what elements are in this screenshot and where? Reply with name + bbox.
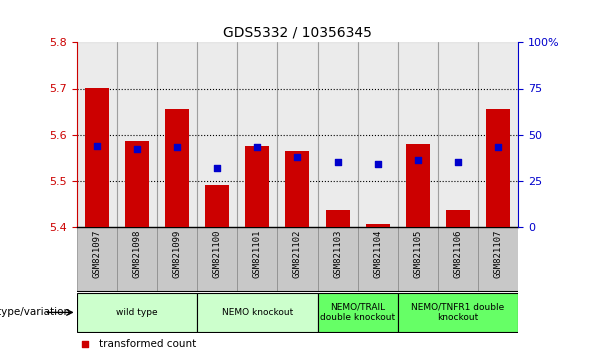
Text: GSM821104: GSM821104 bbox=[373, 230, 382, 278]
Bar bbox=[205, 185, 229, 227]
Text: GSM821106: GSM821106 bbox=[454, 230, 462, 278]
Bar bbox=[245, 146, 269, 227]
Point bbox=[373, 161, 382, 167]
Bar bbox=[398, 227, 438, 292]
Bar bbox=[157, 42, 197, 227]
Bar bbox=[317, 42, 358, 227]
Text: NEMO/TRAIL
double knockout: NEMO/TRAIL double knockout bbox=[320, 303, 395, 322]
Bar bbox=[197, 42, 237, 227]
Bar bbox=[317, 293, 398, 332]
Bar bbox=[117, 42, 157, 227]
Bar bbox=[237, 227, 277, 292]
Text: GSM821107: GSM821107 bbox=[494, 230, 503, 278]
Bar bbox=[165, 109, 189, 227]
Point bbox=[172, 144, 181, 150]
Bar bbox=[277, 227, 317, 292]
Point bbox=[132, 147, 141, 152]
Text: wild type: wild type bbox=[116, 308, 158, 317]
Bar bbox=[77, 42, 117, 227]
Bar bbox=[157, 227, 197, 292]
Bar bbox=[197, 293, 317, 332]
Bar bbox=[117, 227, 157, 292]
Point bbox=[81, 341, 90, 347]
Text: GSM821101: GSM821101 bbox=[253, 230, 262, 278]
Text: GSM821098: GSM821098 bbox=[133, 230, 141, 278]
Bar bbox=[478, 42, 518, 227]
Text: GSM821103: GSM821103 bbox=[333, 230, 342, 278]
Point bbox=[92, 143, 101, 148]
Text: genotype/variation: genotype/variation bbox=[0, 307, 71, 318]
Text: GSM821105: GSM821105 bbox=[413, 230, 422, 278]
Text: transformed count: transformed count bbox=[99, 339, 196, 349]
Bar bbox=[446, 211, 470, 227]
Bar bbox=[398, 42, 438, 227]
Bar bbox=[358, 42, 398, 227]
Bar bbox=[486, 109, 510, 227]
Point bbox=[454, 159, 463, 165]
Text: GSM821100: GSM821100 bbox=[213, 230, 221, 278]
Bar bbox=[358, 227, 398, 292]
Bar bbox=[366, 224, 390, 227]
Bar bbox=[277, 42, 317, 227]
Text: GSM821097: GSM821097 bbox=[92, 230, 101, 278]
Bar bbox=[478, 227, 518, 292]
Bar bbox=[438, 42, 478, 227]
Bar bbox=[317, 227, 358, 292]
Bar bbox=[85, 88, 109, 227]
Bar bbox=[438, 227, 478, 292]
Bar bbox=[286, 150, 309, 227]
Point bbox=[253, 144, 262, 150]
Bar bbox=[406, 144, 430, 227]
Bar bbox=[237, 42, 277, 227]
Bar bbox=[398, 293, 518, 332]
Point bbox=[333, 159, 342, 165]
Text: GSM821102: GSM821102 bbox=[293, 230, 302, 278]
Bar bbox=[77, 227, 117, 292]
Text: NEMO/TNFR1 double
knockout: NEMO/TNFR1 double knockout bbox=[412, 303, 505, 322]
Bar bbox=[125, 141, 149, 227]
Title: GDS5332 / 10356345: GDS5332 / 10356345 bbox=[223, 26, 372, 40]
Point bbox=[413, 158, 423, 163]
Text: NEMO knockout: NEMO knockout bbox=[221, 308, 293, 317]
Bar bbox=[326, 211, 350, 227]
Bar bbox=[197, 227, 237, 292]
Point bbox=[213, 165, 222, 171]
Point bbox=[494, 144, 503, 150]
Text: GSM821099: GSM821099 bbox=[173, 230, 181, 278]
Point bbox=[293, 154, 302, 159]
Bar bbox=[77, 293, 197, 332]
